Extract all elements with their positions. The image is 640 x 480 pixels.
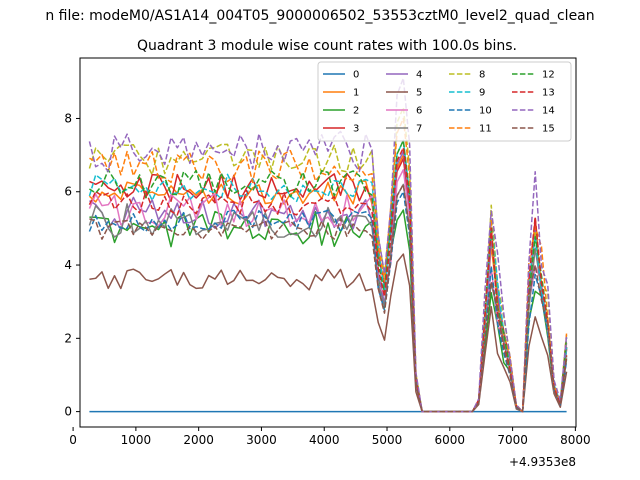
- x-tick-label: 5000: [372, 433, 403, 447]
- series-2-line: [89, 209, 568, 413]
- legend-box: [317, 61, 572, 142]
- legend-label-10: 10: [479, 106, 492, 117]
- legend-label-15: 15: [542, 124, 555, 135]
- series-14-line: [88, 77, 568, 413]
- x-offset-label: +4.9353e8: [509, 455, 576, 469]
- y-tick-label: 6: [64, 185, 72, 199]
- x-tick-label: 2000: [183, 433, 214, 447]
- x-tick-label: 8000: [560, 433, 591, 447]
- x-tick-label: 7000: [497, 433, 528, 447]
- legend-label-4: 4: [416, 70, 422, 81]
- legend-label-5: 5: [416, 88, 422, 99]
- chart-title: Quadrant 3 module wise count rates with …: [137, 38, 517, 54]
- series-5-line: [89, 253, 568, 413]
- plot-frame: [79, 57, 577, 428]
- x-tick-label: 4000: [309, 433, 340, 447]
- legend-label-11: 11: [479, 124, 492, 135]
- x-tick-label: 6000: [435, 433, 466, 447]
- x-tick-label: 1000: [121, 433, 152, 447]
- legend-label-14: 14: [542, 106, 555, 117]
- legend-label-1: 1: [353, 88, 359, 99]
- legend-label-12: 12: [542, 70, 555, 81]
- x-tick-label: 0: [69, 433, 77, 447]
- y-tick-label: 4: [64, 258, 72, 272]
- legend-label-9: 9: [479, 88, 485, 99]
- x-tick-label: 3000: [246, 433, 277, 447]
- series-13-line: [88, 147, 568, 413]
- y-tick-label: 8: [64, 111, 72, 125]
- x-axis-ticks: 0 1000 2000 3000 4000 5000 6000 7000 8000: [69, 427, 591, 447]
- y-tick-label: 0: [64, 405, 72, 419]
- legend-label-8: 8: [479, 70, 485, 81]
- legend-label-0: 0: [353, 70, 359, 81]
- y-tick-label: 2: [64, 331, 72, 345]
- legend-label-13: 13: [542, 88, 555, 99]
- legend-label-3: 3: [353, 124, 359, 135]
- legend-label-6: 6: [416, 106, 422, 117]
- legend-label-7: 7: [416, 124, 422, 135]
- legend-label-2: 2: [353, 106, 359, 117]
- series-9-line: [88, 139, 568, 413]
- series-15-line: [89, 183, 568, 413]
- y-axis-ticks: 0 2 4 6 8: [64, 111, 80, 419]
- series-layer: [88, 77, 568, 413]
- chart-suptitle: n file: modeM0/AS1A14_004T05_9000006502_…: [45, 8, 594, 24]
